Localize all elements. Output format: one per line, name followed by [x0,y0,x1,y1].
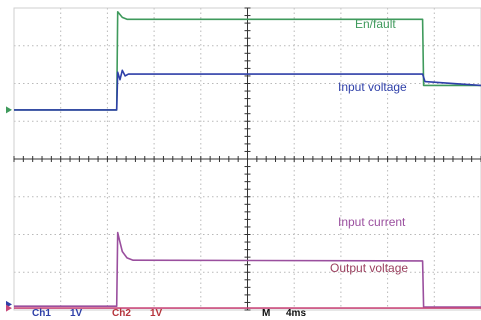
ground-markers [6,106,12,312]
ground-marker [6,106,12,114]
footer-ch1: Ch1 [32,308,51,319]
footer-m: M [262,308,270,319]
traces [14,11,481,309]
footer-ch2-scale: 1V [150,308,163,319]
trace-input-current [14,231,481,308]
ground-marker [6,304,12,312]
trace-input-voltage [14,69,481,111]
label-input-voltage: Input voltage [338,80,407,94]
label-en-fault: En/fault [355,17,396,31]
footer-timebase: 4ms [286,308,306,319]
center-axes [13,7,481,311]
footer-ch1-scale: 1V [70,308,83,319]
footer: Ch1 1V Ch2 1V M 4ms [32,308,306,319]
footer-ch2: Ch2 [112,308,131,319]
label-input-current: Input current [338,215,406,229]
label-output-voltage: Output voltage [330,261,408,275]
